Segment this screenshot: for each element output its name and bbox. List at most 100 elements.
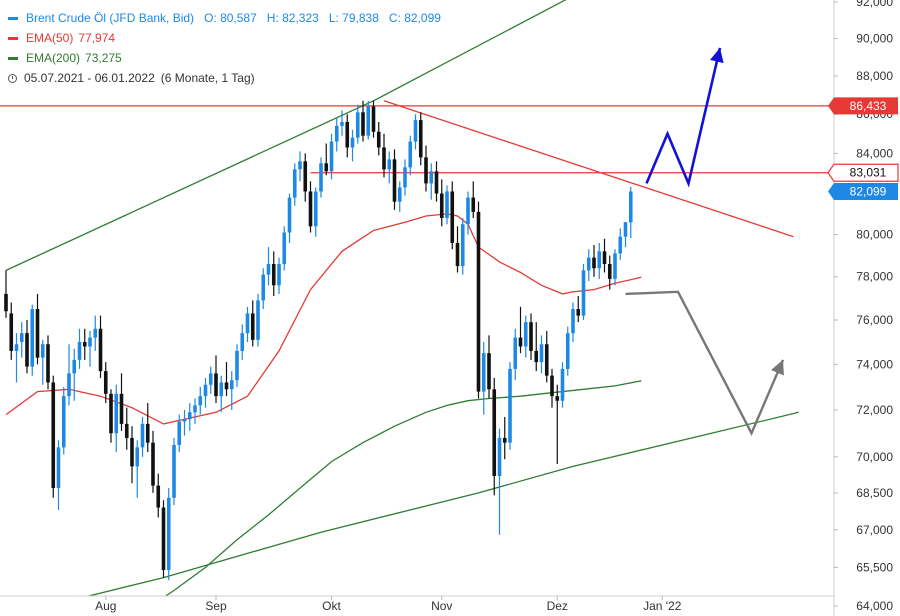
candle[interactable] — [576, 296, 581, 323]
candle[interactable] — [581, 263, 586, 320]
candle[interactable] — [46, 335, 50, 390]
candle[interactable] — [618, 228, 623, 260]
candle[interactable] — [156, 473, 161, 518]
candle[interactable] — [340, 110, 344, 136]
candle[interactable] — [345, 114, 350, 158]
candle[interactable] — [88, 330, 92, 367]
candle[interactable] — [30, 304, 35, 376]
candle[interactable] — [376, 122, 381, 156]
candle[interactable] — [439, 179, 444, 227]
candle[interactable] — [103, 362, 108, 404]
candle[interactable] — [214, 355, 218, 404]
candle[interactable] — [56, 440, 61, 511]
candle[interactable] — [298, 151, 302, 182]
candle[interactable] — [513, 328, 518, 381]
candle[interactable] — [334, 118, 339, 152]
candle[interactable] — [397, 181, 402, 212]
candle[interactable] — [492, 377, 497, 496]
candle[interactable] — [565, 326, 570, 376]
candle[interactable] — [597, 242, 602, 279]
candle[interactable] — [193, 398, 197, 424]
candle[interactable] — [240, 324, 245, 360]
candle[interactable] — [114, 384, 119, 453]
candle[interactable] — [623, 222, 628, 248]
candle[interactable] — [560, 362, 565, 408]
candle[interactable] — [476, 201, 481, 399]
candle[interactable] — [130, 426, 134, 484]
candle[interactable] — [287, 193, 292, 243]
candle[interactable] — [198, 387, 203, 415]
candle[interactable] — [539, 335, 544, 374]
candle[interactable] — [324, 143, 329, 176]
candle[interactable] — [387, 151, 392, 184]
candle[interactable] — [628, 186, 633, 238]
candle[interactable] — [308, 181, 313, 233]
candle[interactable] — [35, 293, 40, 365]
candle[interactable] — [282, 226, 287, 271]
candle[interactable] — [319, 157, 323, 198]
candle[interactable] — [140, 416, 145, 457]
candle[interactable] — [77, 328, 82, 369]
candle[interactable] — [466, 191, 470, 235]
candle[interactable] — [256, 293, 260, 347]
candle[interactable] — [82, 328, 87, 360]
candle[interactable] — [481, 342, 486, 415]
candle[interactable] — [109, 389, 113, 443]
candle[interactable] — [203, 377, 208, 408]
candle[interactable] — [523, 315, 528, 358]
candle[interactable] — [518, 306, 523, 354]
candle[interactable] — [460, 218, 465, 275]
candle[interactable] — [4, 270, 8, 318]
candle[interactable] — [72, 348, 77, 401]
candle[interactable] — [508, 362, 512, 450]
candle[interactable] — [550, 368, 554, 408]
candle[interactable] — [544, 330, 549, 383]
candle[interactable] — [224, 362, 229, 397]
candle[interactable] — [382, 133, 386, 178]
candle[interactable] — [366, 100, 371, 140]
candle[interactable] — [277, 257, 281, 294]
candle[interactable] — [166, 488, 171, 581]
candle[interactable] — [329, 133, 334, 180]
candle[interactable] — [208, 366, 213, 394]
candle[interactable] — [455, 226, 460, 273]
candle[interactable] — [119, 373, 124, 431]
candle[interactable] — [261, 268, 266, 310]
candle[interactable] — [67, 344, 71, 406]
candle[interactable] — [408, 135, 413, 176]
candle[interactable] — [592, 245, 596, 277]
candle[interactable] — [424, 145, 428, 192]
candle[interactable] — [177, 414, 182, 453]
candle[interactable] — [124, 407, 129, 450]
candle[interactable] — [98, 315, 103, 378]
candle[interactable] — [613, 249, 617, 286]
candle[interactable] — [14, 333, 19, 383]
candle[interactable] — [271, 251, 276, 297]
candle[interactable] — [229, 371, 234, 410]
candle[interactable] — [61, 387, 66, 455]
candle[interactable] — [219, 375, 224, 413]
candle[interactable] — [371, 100, 376, 138]
candle[interactable] — [235, 344, 239, 388]
candle[interactable] — [450, 181, 455, 250]
candle[interactable] — [571, 302, 575, 343]
candle[interactable] — [182, 409, 187, 436]
candle[interactable] — [303, 153, 308, 202]
candle[interactable] — [607, 255, 612, 290]
candle[interactable] — [135, 440, 140, 498]
candle[interactable] — [161, 500, 166, 578]
candle[interactable] — [145, 403, 150, 453]
candle[interactable] — [434, 161, 439, 202]
candle[interactable] — [355, 104, 360, 144]
candle[interactable] — [19, 322, 24, 358]
candle[interactable] — [502, 416, 507, 460]
candle[interactable] — [413, 114, 418, 150]
candle[interactable] — [586, 249, 591, 282]
candle[interactable] — [250, 300, 255, 347]
candle[interactable] — [429, 163, 434, 200]
candle[interactable] — [471, 181, 476, 219]
candle[interactable] — [555, 384, 560, 465]
candle[interactable] — [9, 302, 14, 360]
candle[interactable] — [25, 319, 29, 374]
